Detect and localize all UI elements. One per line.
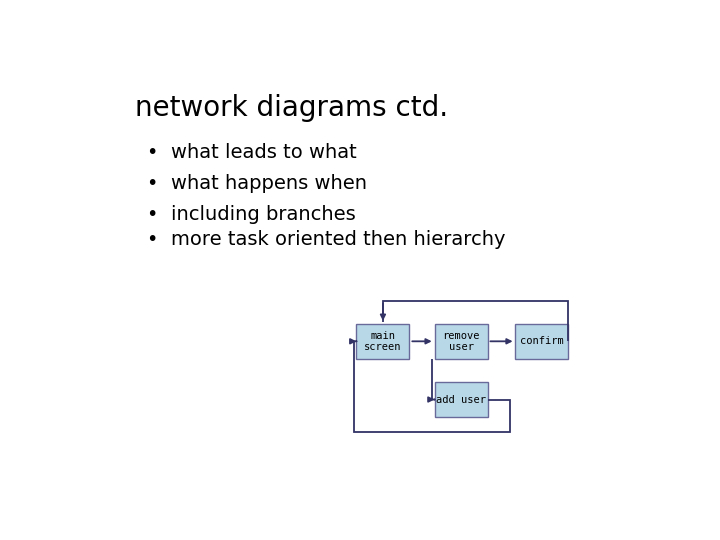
Text: •: • xyxy=(145,205,157,224)
Text: remove
user: remove user xyxy=(442,330,480,352)
Text: main
screen: main screen xyxy=(364,330,402,352)
Text: •: • xyxy=(145,143,157,161)
Text: confirm: confirm xyxy=(520,336,564,346)
FancyBboxPatch shape xyxy=(435,323,487,359)
FancyBboxPatch shape xyxy=(435,382,487,417)
Text: including branches: including branches xyxy=(171,205,356,224)
Text: more task oriented then hierarchy: more task oriented then hierarchy xyxy=(171,230,505,249)
Text: •: • xyxy=(145,174,157,193)
FancyBboxPatch shape xyxy=(356,323,410,359)
Text: what leads to what: what leads to what xyxy=(171,143,356,161)
Text: •: • xyxy=(145,230,157,249)
Text: what happens when: what happens when xyxy=(171,174,367,193)
Text: network diagrams ctd.: network diagrams ctd. xyxy=(135,94,448,122)
FancyBboxPatch shape xyxy=(516,323,569,359)
Text: add user: add user xyxy=(436,395,486,404)
